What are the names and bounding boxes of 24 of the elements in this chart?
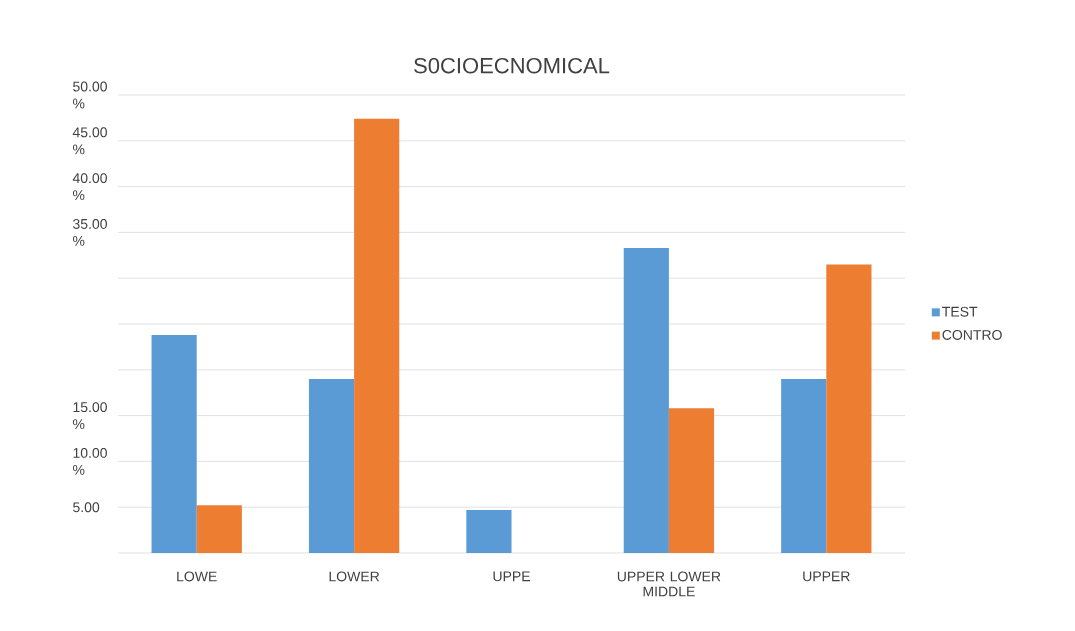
x-tick-label: UPPE: [493, 571, 530, 582]
bar: [826, 264, 872, 553]
legend-label: TEST: [942, 306, 978, 317]
chart-title: S0CIOECNOMICAL: [414, 57, 610, 74]
bar: [781, 378, 827, 553]
y-tick-label: 45.00 %: [72, 127, 107, 155]
y-tick-label: 50.00 %: [72, 81, 107, 109]
x-tick-label: LOWER: [329, 571, 380, 582]
y-tick-label: 10.00 %: [72, 447, 107, 475]
y-tick-label: 15.00 %: [72, 402, 107, 430]
x-tick-label: LOWE: [177, 571, 217, 582]
bar: [308, 378, 355, 553]
bar: [466, 509, 512, 553]
bar: [668, 408, 715, 553]
y-tick-label: 35.00 %: [72, 218, 107, 246]
x-tick-label: UPPER LOWER MIDDLE: [617, 571, 721, 597]
y-tick-label: 5.00: [73, 502, 100, 513]
bar: [623, 247, 669, 553]
bar: [196, 505, 242, 553]
y-tick-label: 40.00 %: [72, 173, 107, 201]
x-tick-label: UPPER: [803, 571, 850, 582]
bar: [151, 334, 197, 553]
bar: [354, 118, 400, 553]
legend-label: CONTRO: [942, 329, 1002, 340]
